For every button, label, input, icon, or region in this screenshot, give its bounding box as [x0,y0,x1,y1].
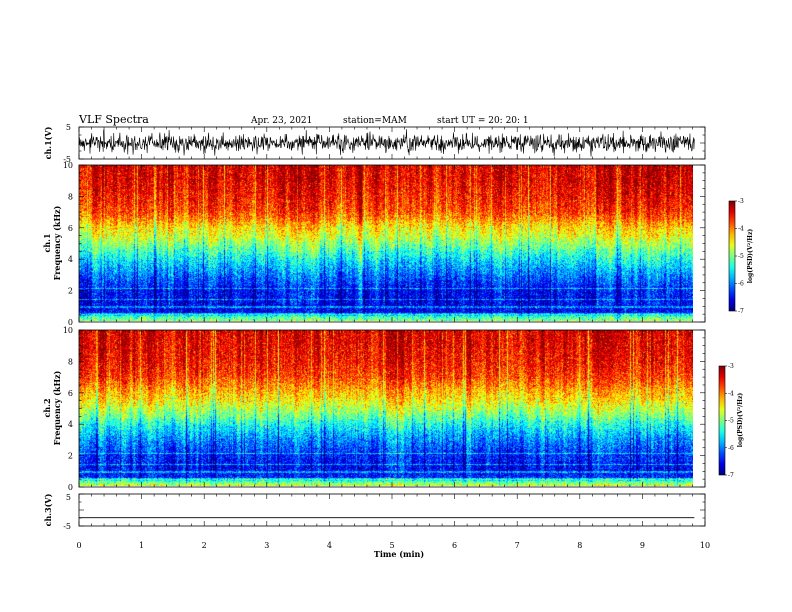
ch3-ytick-top: 5 [66,493,71,502]
ch2-spectrogram-panel: 0 2 4 6 8 10 ch.2 Frequency (kHz) -3 -4 … [42,326,744,492]
ch1-colorbar-label: log(PSD)(V²/Hz) [747,229,754,284]
xtick-10: 10 [700,541,710,550]
ch3-ytick-bottom: -5 [63,522,71,531]
ch1-ytick-10: 10 [63,161,73,170]
ch1-ytick-6: 6 [68,224,73,233]
xtick-8: 8 [577,541,582,550]
start-time-label: start UT = 20: 20: 1 [437,116,529,126]
ch2-ytick-10: 10 [63,326,73,335]
ch1-cbar-tick-m7: -7 [738,308,744,315]
ch2-ytick-2: 2 [68,452,73,461]
ch1-ylabel: ch.1(V) [43,126,53,159]
ch1-spectrogram-heatmap [79,165,693,321]
ch2-colorbar: -3 -4 -5 -6 -7 log(PSD)(V²/Hz) [718,363,744,479]
date-label: Apr. 23, 2021 [250,116,312,126]
ch1-ytick-4: 4 [68,255,73,264]
ch2-spectrogram-frame [78,329,706,488]
ch1-ytick-bottom: -5 [63,155,71,164]
ch2-cbar-tick-m6: -6 [728,445,734,452]
ch1-waveform-panel: 5 -5 ch.1(V) [43,123,706,164]
x-axis-label: Time (min) [374,549,424,559]
ch2-cbar-tick-m4: -4 [728,390,734,397]
ch2-cbar-tick-m3: -3 [728,363,734,370]
ch2-colorbar-label: log(PSD)(V²/Hz) [737,393,744,448]
ch1-cbar-tick-m6: -6 [738,281,744,288]
ch2-ytick-4: 4 [68,420,73,429]
ch3-waveform-frame [78,493,706,527]
xtick-6: 6 [452,541,457,550]
ch1-ylabel: Frequency (kHz) [52,205,62,280]
ch3-waveform-panel: 5 -5 ch.3(V) 0 1 2 3 4 5 6 7 8 9 10 Time… [43,493,710,559]
ch2-ytick-8: 8 [68,357,73,366]
ch2-cbar-tick-m5: -5 [728,418,734,425]
ch1-cbar-tick-m5: -5 [738,253,744,260]
ch1-waveform-frame [78,126,706,160]
xtick-1: 1 [139,541,144,550]
ch2-ylabel: Frequency (kHz) [52,370,62,445]
ch1-ytick-top: 5 [66,123,71,132]
ch1-spectrogram-panel: 0 2 4 6 8 10 ch.1 Frequency (kHz) -3 -4 … [42,161,754,327]
ch1-colorbar: -3 -4 -5 -6 -7 log(PSD)(V²/Hz) [728,198,754,315]
ch1-waveform-trace [78,129,695,157]
ch2-spectrogram-heatmap [79,330,693,486]
station-label: station=MAM [343,116,407,126]
ch1-ytick-2: 2 [68,287,73,296]
ch1-ytick-0: 0 [68,318,73,327]
ch2-ytick-6: 6 [68,389,73,398]
xtick-4: 4 [327,541,332,550]
xtick-7: 7 [515,541,520,550]
ch2-channel-label: ch.2 [42,398,52,417]
ch1-cbar-tick-m3: -3 [738,198,744,205]
xtick-2: 2 [202,541,207,550]
ch2-cbar-tick-m7: -7 [728,472,734,479]
ch1-channel-label: ch.1 [42,233,52,252]
ch1-ytick-8: 8 [68,192,73,201]
ch1-spectrogram-frame [78,164,706,323]
ch1-cbar-tick-m4: -4 [738,226,744,233]
figure-title: VLF Spectra [78,113,149,126]
ch3-ylabel: ch.3(V) [43,493,53,526]
xtick-0: 0 [76,541,81,550]
xtick-3: 3 [264,541,269,550]
ch2-ytick-0: 0 [68,483,73,492]
xtick-5: 5 [389,541,394,550]
xtick-9: 9 [640,541,645,550]
